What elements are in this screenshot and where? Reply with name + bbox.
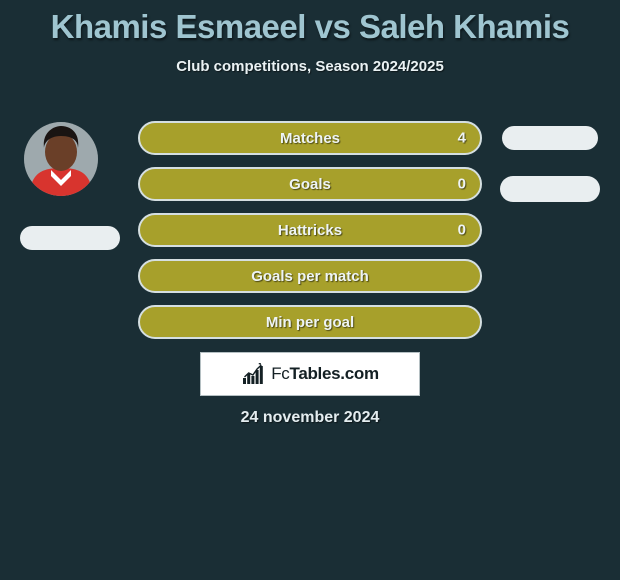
player-avatar-left: [24, 122, 98, 196]
logo-box: FcTables.com: [200, 352, 420, 396]
subtitle: Club competitions, Season 2024/2025: [0, 58, 620, 75]
stat-pill-right-2: [500, 176, 600, 202]
stat-value: 0: [458, 222, 466, 239]
stat-value: 4: [458, 130, 466, 147]
stat-bar-matches: Matches 4: [138, 121, 482, 155]
bar-chart-icon: [241, 363, 267, 385]
date-text: 24 november 2024: [0, 409, 620, 427]
stat-label: Goals: [289, 176, 331, 193]
stat-bar-min-per-goal: Min per goal: [138, 305, 482, 339]
stat-label: Min per goal: [266, 314, 354, 331]
page-title: Khamis Esmaeel vs Saleh Khamis: [0, 0, 620, 46]
stat-label: Hattricks: [278, 222, 342, 239]
stat-bar-hattricks: Hattricks 0: [138, 213, 482, 247]
stat-value: 0: [458, 176, 466, 193]
stat-label: Matches: [280, 130, 340, 147]
stat-label: Goals per match: [251, 268, 369, 285]
stat-bar-goals: Goals 0: [138, 167, 482, 201]
logo-text: FcTables.com: [271, 364, 379, 384]
stat-pill-right-1: [502, 126, 598, 150]
stat-pill-left: [20, 226, 120, 250]
stat-bars: Matches 4 Goals 0 Hattricks 0 Goals per …: [138, 121, 482, 351]
avatar-illustration: [24, 122, 98, 196]
stat-bar-goals-per-match: Goals per match: [138, 259, 482, 293]
